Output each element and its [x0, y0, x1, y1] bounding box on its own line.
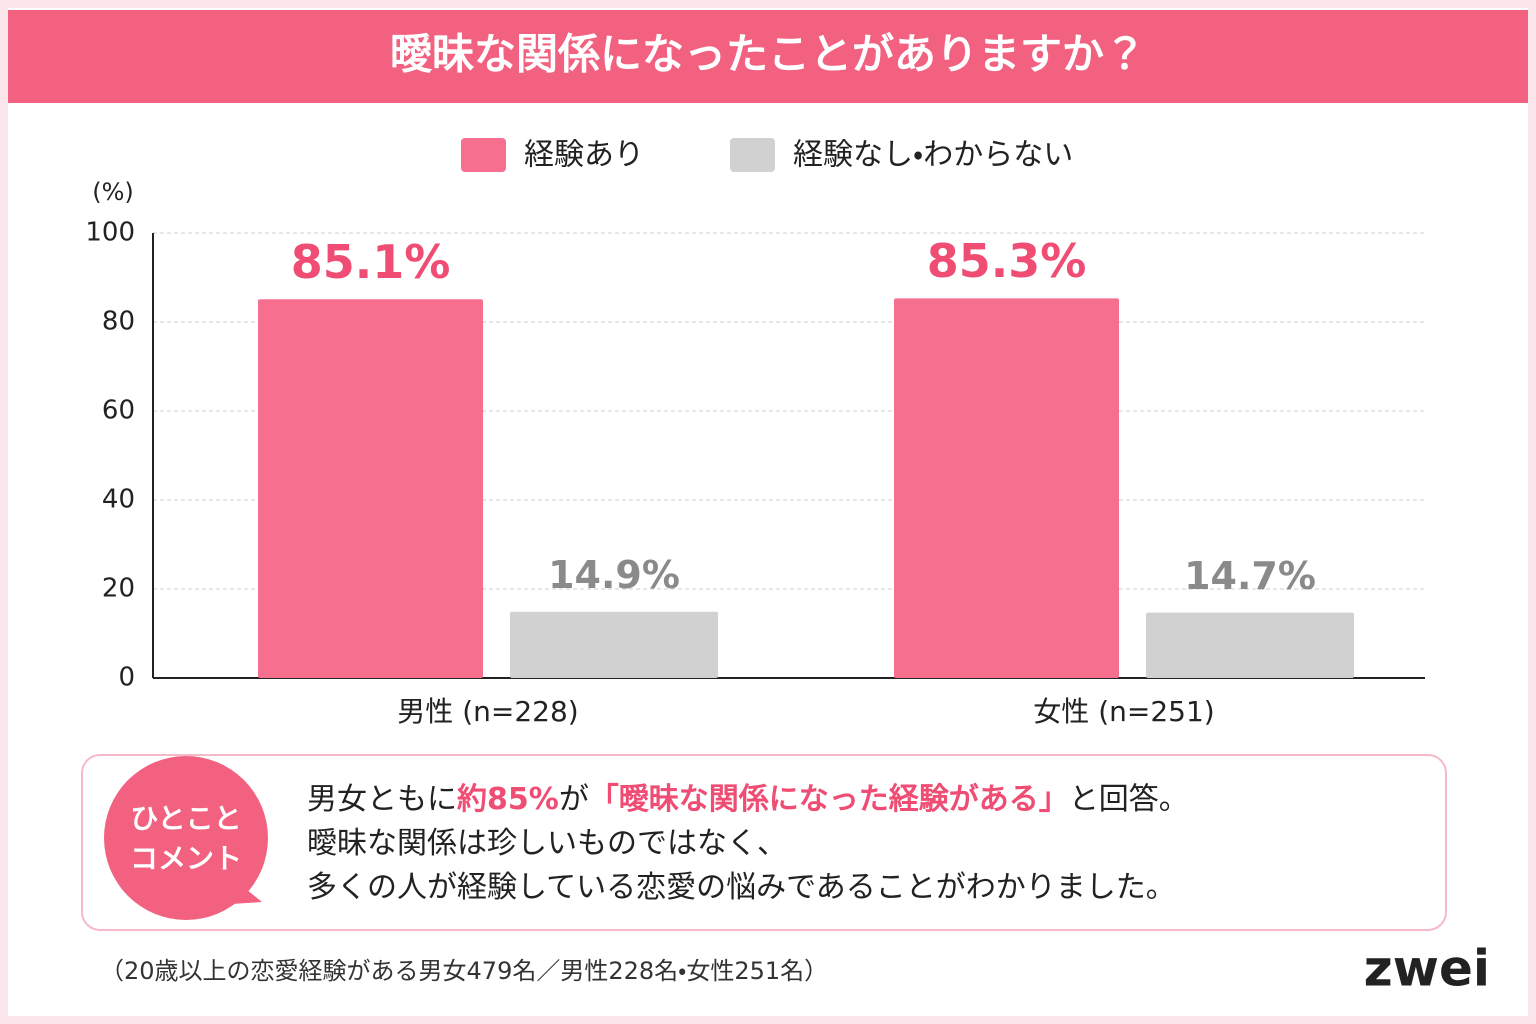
- badge-text: コメント: [130, 842, 242, 875]
- y-tick-label: 20: [102, 574, 135, 604]
- chart-title: 曖昧な関係になったことがありますか？: [390, 30, 1146, 79]
- legend-label: 経験なし・わからない: [793, 138, 1073, 173]
- comment-badge: [104, 756, 268, 920]
- y-tick-label: 0: [118, 663, 135, 693]
- legend-swatch: [730, 138, 775, 172]
- header-band: [8, 10, 1528, 103]
- comment-segment: が: [559, 782, 589, 817]
- x-tick-label: 女性 (n=251): [1033, 695, 1214, 728]
- legend-label: 経験あり: [524, 138, 644, 173]
- comment-segment: 多くの人が経験している恋愛の悩みであることがわかりました。: [307, 870, 1176, 905]
- x-tick-label: 男性 (n=228): [397, 695, 578, 728]
- comment-box: [81, 754, 1447, 931]
- logo: zwei: [1364, 940, 1490, 998]
- badge-text: ひとこと: [130, 802, 241, 835]
- y-tick-label: 100: [85, 218, 135, 248]
- comment-segment: 約85%: [457, 782, 559, 817]
- y-tick-label: 60: [102, 396, 135, 426]
- bar: [894, 298, 1119, 678]
- comment-segment: 「曖昧な関係になった経験がある」: [589, 782, 1069, 817]
- y-axis-label: (%): [92, 178, 134, 206]
- comment-segment: 曖昧な関係は珍しいものではなく、: [307, 826, 787, 861]
- bar: [510, 611, 718, 678]
- comment-line: 男女ともに約85%が「曖昧な関係になった経験がある」と回答。: [307, 782, 1189, 817]
- legend-swatch: [461, 138, 506, 172]
- value-label: 85.3%: [927, 234, 1087, 288]
- comment-segment: と回答。: [1069, 782, 1189, 817]
- bar: [258, 299, 483, 678]
- y-tick-label: 40: [102, 485, 135, 515]
- bar: [1146, 612, 1354, 678]
- comment-line: 多くの人が経験している恋愛の悩みであることがわかりました。: [307, 870, 1176, 905]
- value-label: 14.7%: [1184, 554, 1316, 598]
- footnote: （20歳以上の恋愛経験がある男女479名／男性228名・女性251名）: [100, 957, 828, 985]
- comment-segment: 男女ともに: [307, 782, 457, 817]
- value-label: 14.9%: [548, 553, 680, 597]
- y-tick-label: 80: [102, 307, 135, 337]
- comment-line: 曖昧な関係は珍しいものではなく、: [307, 826, 787, 861]
- value-label: 85.1%: [291, 235, 451, 289]
